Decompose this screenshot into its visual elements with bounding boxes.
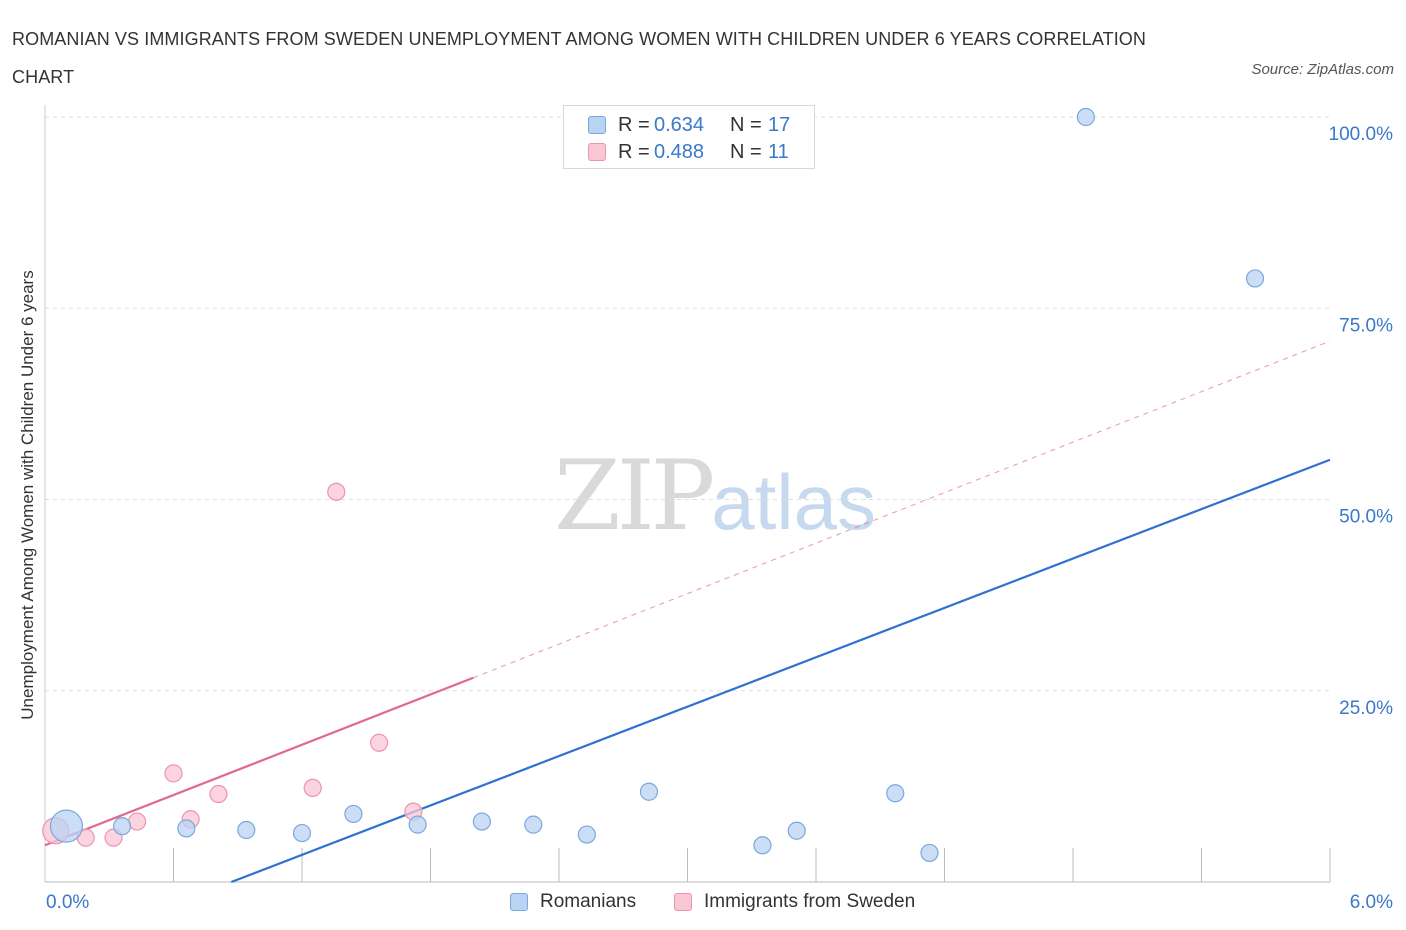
romanians-point [237, 820, 256, 840]
sweden-n-value: 11 [768, 140, 789, 163]
romanians-r-value: 0.634 [654, 113, 705, 136]
sweden-n-label: N = [730, 140, 762, 163]
label-layer: 25.0% 50.0% 75.0% 100.0% 0.0% 6.0% [46, 124, 1393, 913]
stats-legend: R = 0.634 N = 17 R = 0.488 N = 11 [563, 105, 815, 169]
y-tick-label: 50.0% [1339, 507, 1393, 528]
bottom-romanians-swatch [510, 893, 528, 911]
y-tick-label: 25.0% [1339, 698, 1393, 719]
romanians-point [753, 836, 772, 855]
romanians-point [886, 784, 905, 803]
sweden-trend-extension [473, 340, 1331, 679]
romanians-trend-line [230, 458, 1331, 884]
bottom-romanians-label: Romanians [540, 891, 637, 912]
romanians-point [292, 823, 312, 843]
romanians-n-label: N = [730, 113, 762, 136]
romanians-point [177, 819, 196, 838]
romanians-swatch [588, 116, 606, 134]
romanians-point [112, 817, 132, 836]
watermark-atlas: atlas [711, 458, 876, 546]
romanians-point [577, 825, 596, 844]
romanians-point [787, 821, 806, 840]
bottom-legend-sweden: Immigrants from Sweden [674, 889, 915, 915]
sweden-swatch [588, 143, 606, 161]
y-tick-label: 100.0% [1329, 124, 1394, 145]
grid-layer [45, 116, 1330, 692]
legend-row-sweden: R = 0.488 N = 11 [588, 140, 789, 164]
romanians-point [639, 782, 659, 801]
chart-title: ROMANIAN VS IMMIGRANTS FROM SWEDEN UNEMP… [12, 29, 1146, 87]
romanians-point [1076, 107, 1095, 127]
romanians-point [344, 804, 363, 824]
watermark: ZIPatlas [554, 440, 876, 552]
romanians-n-value: 17 [768, 113, 791, 136]
romanians-point [472, 812, 491, 831]
y-axis-title: Unemployment Among Women with Children U… [18, 270, 37, 720]
axis-layer [44, 105, 1331, 883]
romanians-point [1245, 269, 1265, 288]
x-tick-label: 6.0% [1350, 892, 1393, 913]
romanians-point [920, 843, 939, 863]
x-tick-label: 0.0% [46, 892, 89, 913]
romanians-point [524, 815, 543, 834]
sweden-trend-line [44, 676, 474, 847]
sweden-point [164, 764, 183, 783]
romanians-r-label: R = [618, 113, 650, 136]
sweden-point [303, 778, 322, 798]
romanians-point [49, 809, 84, 843]
point-layer [42, 107, 1265, 863]
sweden-point [127, 812, 147, 831]
source-label: Source: ZipAtlas.com [1251, 61, 1394, 78]
watermark-zip: ZIP [554, 440, 715, 552]
sweden-point [327, 482, 346, 501]
bottom-sweden-swatch [674, 893, 692, 911]
sweden-point [209, 784, 228, 804]
romanians-point [408, 815, 427, 834]
bottom-sweden-label: Immigrants from Sweden [704, 891, 916, 912]
sweden-point [370, 733, 389, 752]
y-tick-label: 75.0% [1339, 315, 1393, 336]
trend-layer [44, 340, 1331, 884]
sweden-r-value: 0.488 [654, 140, 705, 163]
bottom-legend-romanians: Romanians [510, 889, 636, 915]
sweden-r-label: R = [618, 140, 650, 163]
legend-row-romanians: R = 0.634 N = 17 [588, 113, 790, 137]
